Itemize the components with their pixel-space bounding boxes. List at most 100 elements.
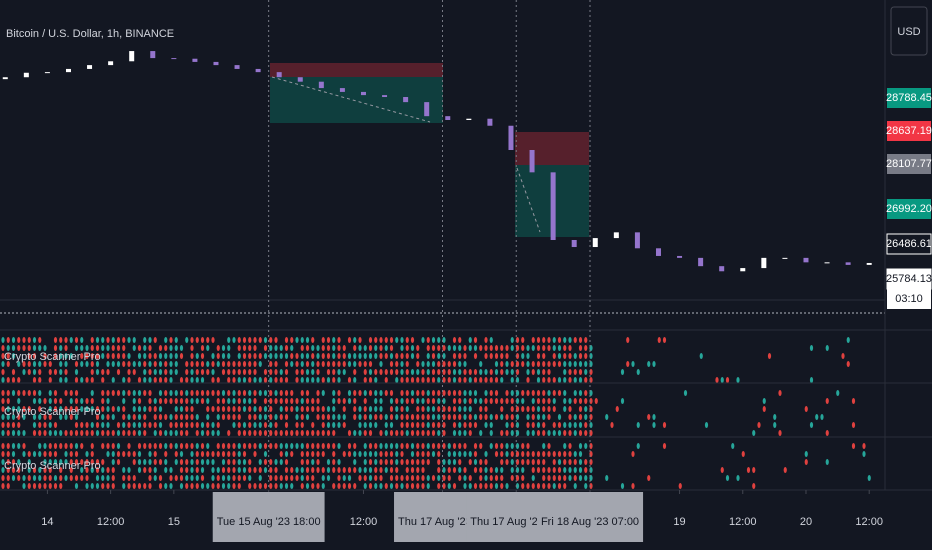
indicator-dot xyxy=(746,467,751,473)
indicator-dot xyxy=(169,398,173,404)
indicator-dot xyxy=(332,361,336,367)
indicator-dot xyxy=(11,406,16,412)
indicator-dot xyxy=(452,361,457,367)
indicator-dot xyxy=(458,406,462,412)
indicator-dot xyxy=(127,483,131,489)
indicator-dot xyxy=(568,467,572,473)
indicator-dot xyxy=(374,390,378,396)
indicator-dot xyxy=(227,361,231,367)
indicator-dot xyxy=(27,475,31,481)
indicator-dot xyxy=(500,414,504,420)
indicator-dot xyxy=(127,377,131,383)
indicator-dot xyxy=(447,406,451,412)
indicator-dot xyxy=(43,443,47,449)
indicator-dot xyxy=(248,459,252,465)
indicator-dot xyxy=(284,406,289,412)
indicator-dot xyxy=(405,430,409,436)
indicator-dot xyxy=(542,459,546,465)
indicator-dot xyxy=(605,475,609,481)
indicator-dot xyxy=(547,467,551,473)
indicator-dot xyxy=(74,406,79,412)
candle xyxy=(508,125,514,150)
indicator-dot xyxy=(573,361,577,367)
indicator-dot xyxy=(242,369,247,375)
currency-label[interactable]: USD xyxy=(897,26,920,38)
indicator-dot xyxy=(253,361,257,367)
indicator-dot xyxy=(153,369,157,375)
indicator-dot xyxy=(804,451,808,457)
indicator-dot xyxy=(421,451,425,457)
indicator-dot xyxy=(368,337,373,343)
indicator-dot xyxy=(489,390,493,396)
indicator-dot xyxy=(90,451,94,457)
indicator-dot xyxy=(116,430,121,436)
indicator-dot xyxy=(368,369,373,375)
indicator-dot xyxy=(458,337,462,343)
indicator-dot xyxy=(305,475,310,481)
indicator-dot xyxy=(248,430,252,436)
indicator-dot xyxy=(90,377,94,383)
indicator-dot xyxy=(442,483,446,489)
indicator-dot xyxy=(1,443,5,449)
indicator-dot xyxy=(48,430,52,436)
indicator-dot xyxy=(80,377,84,383)
indicator-dot xyxy=(379,443,383,449)
indicator-dot xyxy=(531,406,535,412)
indicator-dot xyxy=(32,337,37,343)
indicator-dot xyxy=(195,337,199,343)
indicator-dot xyxy=(6,443,10,449)
indicator-dot xyxy=(557,430,562,436)
indicator-dot xyxy=(526,422,530,428)
indicator-dot xyxy=(122,430,126,436)
indicator-dot xyxy=(347,430,352,436)
indicator-dot xyxy=(557,483,562,489)
indicator-dot xyxy=(804,459,808,465)
indicator-dot xyxy=(164,398,168,404)
indicator-dot xyxy=(242,345,247,351)
indicator-dot xyxy=(227,430,231,436)
indicator-dot xyxy=(368,451,373,457)
indicator-dot xyxy=(836,390,840,396)
indicator-dot xyxy=(405,467,409,473)
indicator-dot xyxy=(347,398,352,404)
indicator-dot xyxy=(148,475,152,481)
price-tag-label: 28637.19 xyxy=(886,125,932,137)
indicator-dot xyxy=(332,430,336,436)
indicator-dot xyxy=(132,345,136,351)
indicator-dot xyxy=(431,443,436,449)
indicator-dot xyxy=(489,377,493,383)
indicator-dot xyxy=(269,475,273,481)
indicator-dot xyxy=(153,459,157,465)
indicator-dot xyxy=(211,430,215,436)
indicator-dot xyxy=(221,353,226,359)
indicator-dot xyxy=(426,390,430,396)
indicator-dot xyxy=(510,406,514,412)
indicator-dot xyxy=(253,398,257,404)
candle xyxy=(276,72,282,78)
indicator-dot xyxy=(353,353,357,359)
indicator-dot xyxy=(237,483,241,489)
indicator-dot xyxy=(237,451,241,457)
indicator-dot xyxy=(563,377,567,383)
currency-button[interactable] xyxy=(890,6,928,56)
indicator-dot xyxy=(479,406,483,412)
indicator-dot xyxy=(526,377,530,383)
indicator-dot xyxy=(547,345,551,351)
indicator-dot xyxy=(437,337,441,343)
indicator-dot xyxy=(311,422,315,428)
indicator-dot xyxy=(269,369,273,375)
indicator-dot xyxy=(547,361,551,367)
indicator-dot xyxy=(316,459,320,465)
indicator-dot xyxy=(48,483,52,489)
indicator-dot xyxy=(563,467,567,473)
indicator-dot xyxy=(17,345,21,351)
indicator-dot xyxy=(227,475,231,481)
indicator-dot xyxy=(17,459,21,465)
price-tag xyxy=(887,154,931,174)
indicator-dot xyxy=(395,361,399,367)
indicator-dot xyxy=(38,451,42,457)
indicator-dot xyxy=(106,345,110,351)
indicator-dot xyxy=(53,459,58,465)
indicator-dot xyxy=(547,390,551,396)
indicator-dot xyxy=(64,451,68,457)
